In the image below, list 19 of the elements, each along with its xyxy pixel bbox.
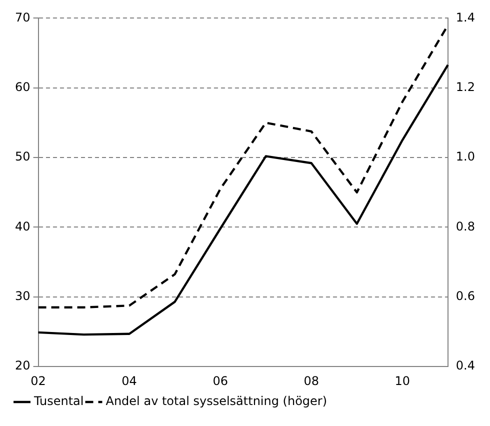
x-tick-label: 04 [122, 374, 137, 388]
y-tick-label: 40 [14, 219, 30, 234]
y2-tick-label: 0.4 [456, 358, 476, 373]
y2-tick-label: 1.0 [456, 150, 476, 164]
y-tick-label: 20 [14, 358, 30, 373]
y2-tick-label: 0.8 [456, 219, 476, 234]
y-tick-label: 70 [14, 10, 30, 24]
y2-tick-label: 1.4 [456, 10, 476, 24]
y-tick-label: 50 [14, 150, 30, 164]
y2-tick-label: 1.2 [456, 80, 476, 94]
x-tick-label: 02 [30, 374, 46, 388]
legend-label: Tusental [33, 394, 84, 408]
x-tick-label: 08 [304, 374, 320, 388]
legend-label: Andel av total sysselsättning (höger) [106, 394, 328, 408]
x-tick-label: 10 [394, 374, 410, 388]
y2-tick-label: 0.6 [456, 289, 476, 304]
y-tick-label: 60 [14, 80, 30, 94]
y-tick-label: 30 [14, 289, 30, 304]
x-tick-label: 06 [212, 374, 228, 388]
